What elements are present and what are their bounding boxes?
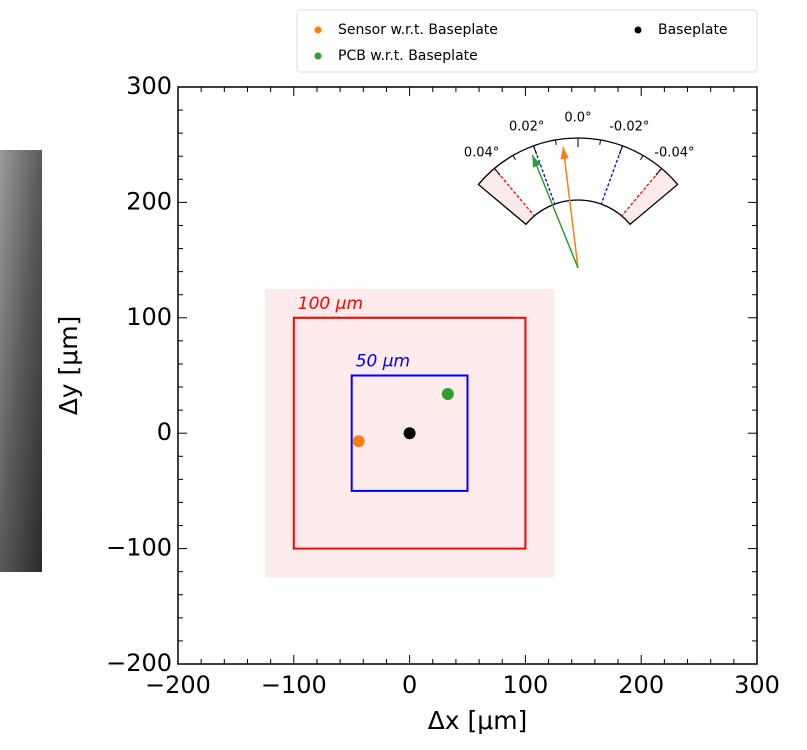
y-tick-label: 0	[157, 418, 172, 446]
gauge-limit-line	[493, 167, 535, 217]
x-tick-label: 200	[618, 671, 664, 699]
tolerance-box	[350, 374, 469, 492]
gauge-tick	[618, 145, 623, 155]
tolerance-label: 50 μm	[356, 352, 410, 372]
y-tick-label: −200	[106, 649, 172, 677]
legend-marker	[314, 26, 322, 34]
gauge-arrow	[562, 146, 579, 269]
gauge-shade	[621, 168, 678, 225]
photo-fragment	[0, 150, 42, 572]
y-tick-label: 100	[126, 303, 172, 331]
gauge-minor-tick	[640, 155, 644, 160]
gauge-arrow-head	[532, 154, 541, 168]
gauge-limit-line	[621, 167, 663, 217]
tolerance-box	[292, 316, 527, 550]
gauge-tick-label: -0.04°	[654, 146, 694, 161]
data-point	[403, 427, 416, 440]
gauge-tick-label: 0.02°	[509, 120, 544, 135]
gauge-arrow-head	[560, 146, 569, 160]
gauge-minor-tick	[554, 139, 557, 145]
gauge-shade	[478, 168, 535, 225]
legend-label: Sensor w.r.t. Baseplate	[338, 22, 498, 38]
gauge-minor-tick	[599, 139, 602, 145]
gauge-tick	[533, 145, 538, 155]
gauge-tick-label: 0.0°	[564, 111, 591, 126]
gauge-tick-label: -0.02°	[609, 120, 649, 135]
legend-marker	[634, 26, 642, 34]
gauge-tick	[655, 168, 662, 176]
gauge-outline	[477, 137, 679, 226]
gauge-tick	[494, 168, 501, 176]
x-axis-label: Δx [μm]	[428, 706, 528, 735]
y-tick-label: −100	[106, 534, 172, 562]
x-tick-label: 100	[502, 671, 548, 699]
data-point	[441, 387, 454, 400]
y-tick-label: 200	[126, 187, 172, 215]
x-tick-label: 300	[734, 671, 780, 699]
y-axis-label: Δy [μm]	[54, 316, 83, 416]
legend-marker	[314, 52, 322, 60]
x-tick-label: −100	[261, 671, 327, 699]
x-tick-label: −200	[145, 671, 211, 699]
tolerance-label: 100 μm	[298, 294, 363, 314]
plot-frame	[177, 86, 758, 665]
gauge-arrow	[531, 154, 579, 269]
gauge-limit-line	[532, 145, 556, 205]
y-tick-label: 300	[126, 72, 172, 100]
gauge-minor-tick	[512, 155, 516, 160]
legend-label: PCB w.r.t. Baseplate	[338, 48, 478, 64]
x-tick-label: 0	[402, 671, 417, 699]
data-point	[352, 435, 365, 448]
gauge-limit-line	[600, 145, 624, 205]
legend-box	[296, 9, 758, 73]
legend-label: Baseplate	[658, 22, 728, 38]
gauge-tick-label: 0.04°	[464, 146, 499, 161]
